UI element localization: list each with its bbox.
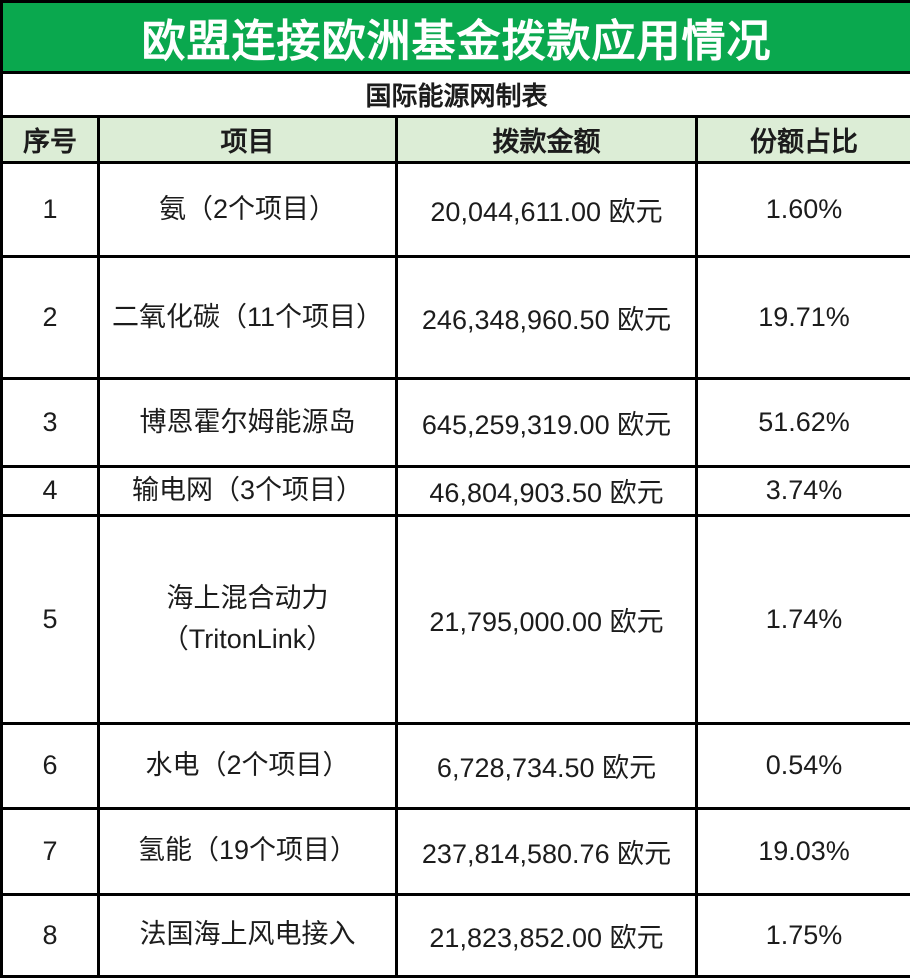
subtitle-bar: 国际能源网制表	[2, 73, 910, 117]
row-number-cell: 2	[2, 257, 99, 379]
row-number-cell: 7	[2, 808, 99, 894]
column-header-amount: 拨款金额	[397, 117, 697, 163]
project-cell: 法国海上风电接入	[99, 894, 397, 976]
project-cell: 水电（2个项目）	[99, 723, 397, 808]
column-header-row: 序号 项目 拨款金额 份额占比	[2, 117, 910, 163]
table-body: 1 氨（2个项目） 20,044,611.00 欧元 1.60% 2 二氧化碳（…	[2, 163, 910, 977]
amount-cell: 6,728,734.50 欧元	[397, 723, 697, 808]
table-row: 3 博恩霍尔姆能源岛 645,259,319.00 欧元 51.62%	[2, 379, 910, 467]
row-number-cell: 5	[2, 515, 99, 723]
row-number-cell: 1	[2, 163, 99, 257]
amount-cell: 246,348,960.50 欧元	[397, 257, 697, 379]
table-row: 4 输电网（3个项目） 46,804,903.50 欧元 3.74%	[2, 467, 910, 516]
table-row: 5 海上混合动力 （TritonLink） 21,795,000.00 欧元 1…	[2, 515, 910, 723]
row-number-cell: 6	[2, 723, 99, 808]
table-source-note: 国际能源网制表	[2, 73, 910, 117]
page-title: 欧盟连接欧洲基金拨款应用情况	[2, 2, 910, 73]
amount-cell: 21,795,000.00 欧元	[397, 515, 697, 723]
table-row: 7 氢能（19个项目） 237,814,580.76 欧元 19.03%	[2, 808, 910, 894]
amount-cell: 645,259,319.00 欧元	[397, 379, 697, 467]
share-cell: 3.74%	[697, 467, 910, 516]
column-header-project: 项目	[99, 117, 397, 163]
share-cell: 19.71%	[697, 257, 910, 379]
amount-cell: 237,814,580.76 欧元	[397, 808, 697, 894]
row-number-cell: 3	[2, 379, 99, 467]
share-cell: 1.74%	[697, 515, 910, 723]
amount-cell: 46,804,903.50 欧元	[397, 467, 697, 516]
amount-cell: 21,823,852.00 欧元	[397, 894, 697, 976]
title-bar: 欧盟连接欧洲基金拨款应用情况	[2, 2, 910, 73]
row-number-cell: 4	[2, 467, 99, 516]
project-cell: 氢能（19个项目）	[99, 808, 397, 894]
project-cell: 二氧化碳（11个项目）	[99, 257, 397, 379]
table-row: 2 二氧化碳（11个项目） 246,348,960.50 欧元 19.71%	[2, 257, 910, 379]
share-cell: 1.60%	[697, 163, 910, 257]
column-header-index: 序号	[2, 117, 99, 163]
project-cell: 博恩霍尔姆能源岛	[99, 379, 397, 467]
share-cell: 1.75%	[697, 894, 910, 976]
row-number-cell: 8	[2, 894, 99, 976]
table-row: 1 氨（2个项目） 20,044,611.00 欧元 1.60%	[2, 163, 910, 257]
share-cell: 51.62%	[697, 379, 910, 467]
amount-cell: 20,044,611.00 欧元	[397, 163, 697, 257]
table-row: 6 水电（2个项目） 6,728,734.50 欧元 0.54%	[2, 723, 910, 808]
column-header-share: 份额占比	[697, 117, 910, 163]
table-row: 8 法国海上风电接入 21,823,852.00 欧元 1.75%	[2, 894, 910, 976]
share-cell: 19.03%	[697, 808, 910, 894]
project-cell: 氨（2个项目）	[99, 163, 397, 257]
project-cell: 输电网（3个项目）	[99, 467, 397, 516]
share-cell: 0.54%	[697, 723, 910, 808]
project-cell: 海上混合动力 （TritonLink）	[99, 515, 397, 723]
